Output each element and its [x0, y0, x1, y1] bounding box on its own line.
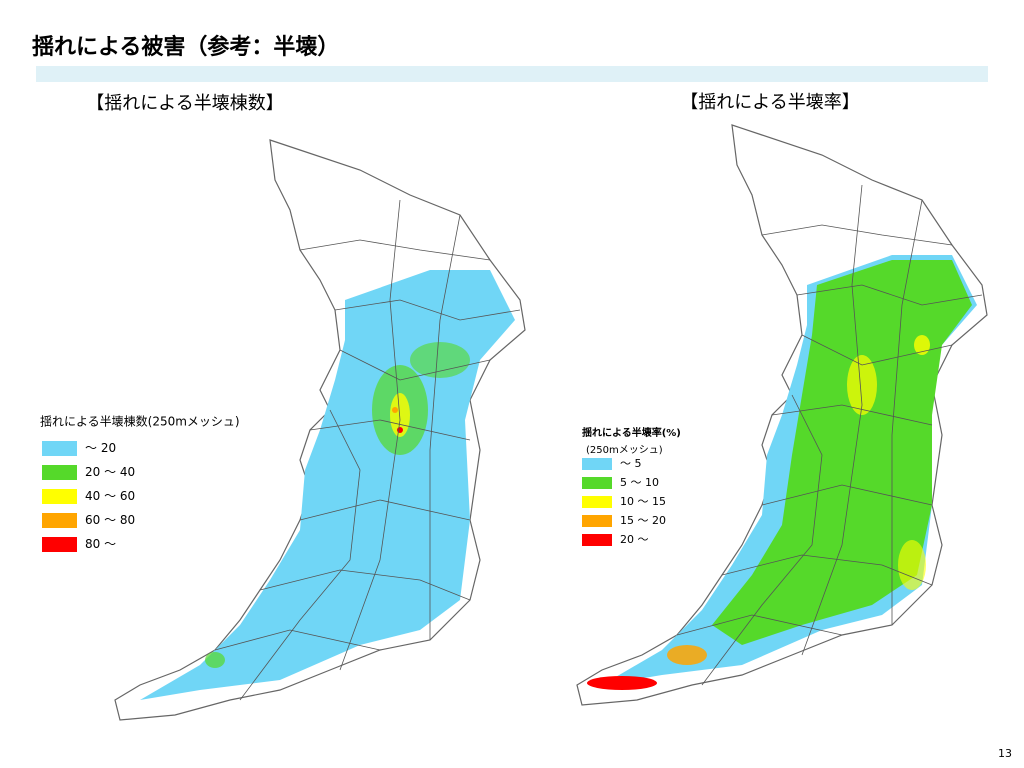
- map-left: [114, 139, 526, 721]
- legend-swatch: [582, 515, 612, 527]
- legend-label: ～ 20: [85, 441, 116, 455]
- legend-subtitle: (250mメッシュ): [586, 445, 663, 456]
- legend-label: ～ 5: [620, 457, 642, 470]
- legend-swatch: [582, 534, 612, 546]
- legends: ～ 20 20 ～ 40 40 ～ 60 60 ～ 80 80 ～ ～ 5 5 ～ 10 10…: [42, 441, 666, 552]
- legend-swatch: [582, 458, 612, 470]
- legend-title: 揺れによる半壊棟数(250mメッシュ): [40, 414, 240, 429]
- legend-label: 80 ～: [85, 537, 116, 551]
- legend-label: 10 ～ 15: [620, 495, 666, 508]
- legend-label: 5 ～ 10: [620, 476, 659, 489]
- map-title: 【揺れによる半壊率】: [680, 92, 859, 113]
- legend-swatch: [42, 537, 77, 552]
- legend-label: 20 ～ 40: [85, 465, 135, 479]
- page-number: 13: [998, 747, 1012, 760]
- legend-title: 揺れによる半壊率(%): [582, 426, 681, 439]
- map-right: [576, 124, 988, 706]
- legend-label: 60 ～ 80: [85, 513, 135, 527]
- legend-label: 15 ～ 20: [620, 514, 666, 527]
- map-title: 【揺れによる半壊棟数】: [86, 93, 283, 114]
- legend-swatch: [42, 513, 77, 528]
- legend-label: 20 ～: [620, 533, 649, 546]
- slide-title: 揺れによる被害（参考：半壊）: [32, 34, 339, 60]
- legend-swatch: [42, 465, 77, 480]
- title-bar: [36, 66, 988, 82]
- legend-label: 40 ～ 60: [85, 489, 135, 503]
- legend-swatch: [582, 496, 612, 508]
- legend-swatch: [42, 489, 77, 504]
- legend-swatch: [42, 441, 77, 456]
- legend-swatch: [582, 477, 612, 489]
